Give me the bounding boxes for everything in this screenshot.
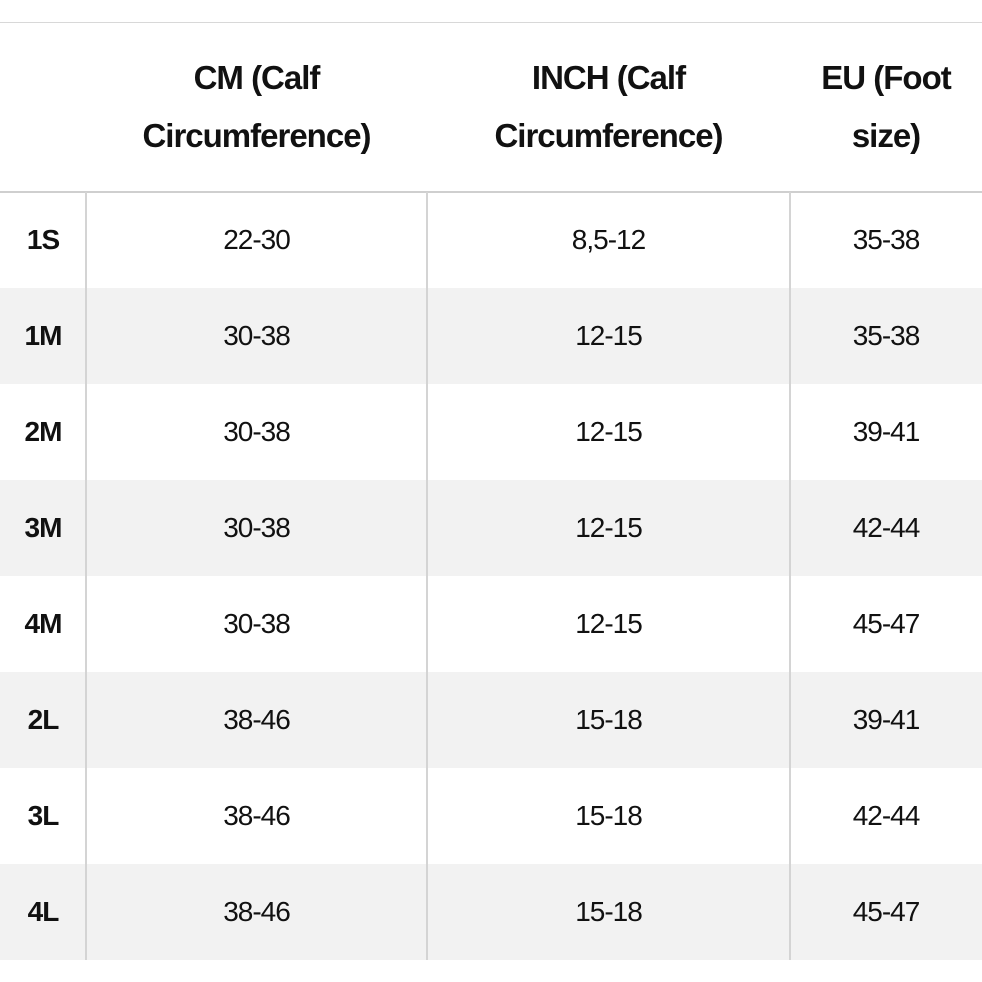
table-cell: 45-47 xyxy=(852,608,921,639)
size-label: 1S xyxy=(26,224,60,255)
table-cell: 12-15 xyxy=(575,608,643,639)
table-row: 2L 38-46 15-18 39-41 xyxy=(0,672,982,768)
table-cell: 39-41 xyxy=(852,704,921,735)
table-cell: 15-18 xyxy=(575,704,643,735)
table-cell: 30-38 xyxy=(223,320,291,351)
table-row: 1S 22-30 8,5-12 35-38 xyxy=(0,192,982,288)
top-border xyxy=(0,22,982,23)
table-cell: 38-46 xyxy=(223,704,291,735)
table-row: 3L 38-46 15-18 42-44 xyxy=(0,768,982,864)
size-label: 3L xyxy=(27,800,60,831)
table-cell: 12-15 xyxy=(575,320,643,351)
header-border xyxy=(0,191,982,193)
header-cell: INCH (Calf Circumference) xyxy=(494,59,723,154)
table-cell: 38-46 xyxy=(223,800,291,831)
size-label: 2L xyxy=(27,704,60,735)
header-cell: EU (Foot size) xyxy=(821,59,951,154)
table-row: 4M 30-38 12-15 45-47 xyxy=(0,576,982,672)
column-divider xyxy=(426,192,428,960)
table-cell: 12-15 xyxy=(575,416,643,447)
table-cell: 30-38 xyxy=(223,608,291,639)
table-cell: 8,5-12 xyxy=(571,224,646,255)
size-label: 4L xyxy=(27,896,60,927)
table-cell: 39-41 xyxy=(852,416,921,447)
size-label: 1M xyxy=(24,320,63,351)
header-cell: CM (Calf Circumference) xyxy=(142,59,371,154)
table-cell: 35-38 xyxy=(852,320,921,351)
size-label: 3M xyxy=(24,512,63,543)
table-cell: 45-47 xyxy=(852,896,921,927)
table-cell: 38-46 xyxy=(223,896,291,927)
table-cell: 42-44 xyxy=(852,512,921,543)
table-row: 3M 30-38 12-15 42-44 xyxy=(0,480,982,576)
size-label: 4M xyxy=(24,608,63,639)
table-cell: 15-18 xyxy=(575,896,643,927)
table-cell: 15-18 xyxy=(575,800,643,831)
column-divider xyxy=(789,192,791,960)
table-row: 1M 30-38 12-15 35-38 xyxy=(0,288,982,384)
table-cell: 42-44 xyxy=(852,800,921,831)
table-row: 4L 38-46 15-18 45-47 xyxy=(0,864,982,960)
size-label: 2M xyxy=(24,416,63,447)
table-cell: 12-15 xyxy=(575,512,643,543)
table-cell: 35-38 xyxy=(852,224,921,255)
table-row: 2M 30-38 12-15 39-41 xyxy=(0,384,982,480)
table-cell: 30-38 xyxy=(223,512,291,543)
column-divider xyxy=(85,192,87,960)
table-cell: 22-30 xyxy=(223,224,291,255)
table-cell: 30-38 xyxy=(223,416,291,447)
